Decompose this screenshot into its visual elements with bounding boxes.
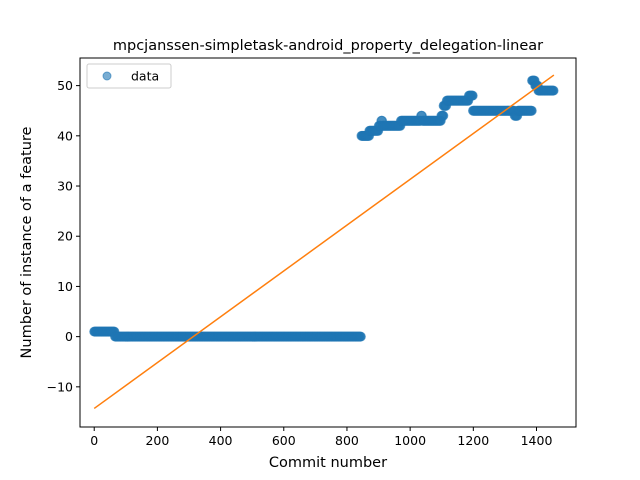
x-tick-label: 400: [209, 433, 233, 448]
x-axis-ticks: 0 200 400 600 800 1000 1200 1400: [90, 427, 552, 448]
legend-box: [86, 63, 172, 89]
x-tick-label: 600: [272, 433, 296, 448]
scatter-point: [355, 331, 366, 342]
x-tick-label: 1400: [521, 433, 553, 448]
y-tick-label: 20: [57, 229, 73, 244]
scatter-point: [467, 90, 478, 101]
y-axis-ticks: −10 0 10 20 30 40 50: [47, 78, 80, 394]
x-tick-label: 200: [145, 433, 169, 448]
y-axis-label: Number of instance of a feature: [19, 126, 35, 358]
legend-marker-data: [102, 71, 112, 81]
x-tick-label: 1200: [457, 433, 489, 448]
scatter-point: [548, 85, 559, 96]
fit-line: [93, 74, 555, 410]
scatter-point: [438, 110, 449, 121]
fit-line-layer: [93, 74, 555, 410]
y-tick-label: −10: [47, 379, 73, 394]
y-tick-label: 30: [57, 179, 73, 194]
axes-frame: [79, 57, 577, 428]
y-tick-label: 0: [65, 329, 73, 344]
x-axis-label: Commit number: [269, 455, 387, 471]
legend-label-data: data: [131, 69, 159, 84]
y-tick-label: 40: [57, 128, 73, 143]
legend: data: [86, 63, 172, 89]
y-tick-label: 50: [57, 78, 73, 93]
scatter-point: [526, 105, 537, 116]
scatter-points: [89, 75, 559, 342]
x-tick-label: 0: [90, 433, 98, 448]
x-tick-label: 800: [335, 433, 359, 448]
y-tick-label: 10: [57, 279, 73, 294]
x-tick-label: 1000: [394, 433, 426, 448]
chart-title: mpcjanssen-simpletask-android_property_d…: [113, 38, 543, 54]
